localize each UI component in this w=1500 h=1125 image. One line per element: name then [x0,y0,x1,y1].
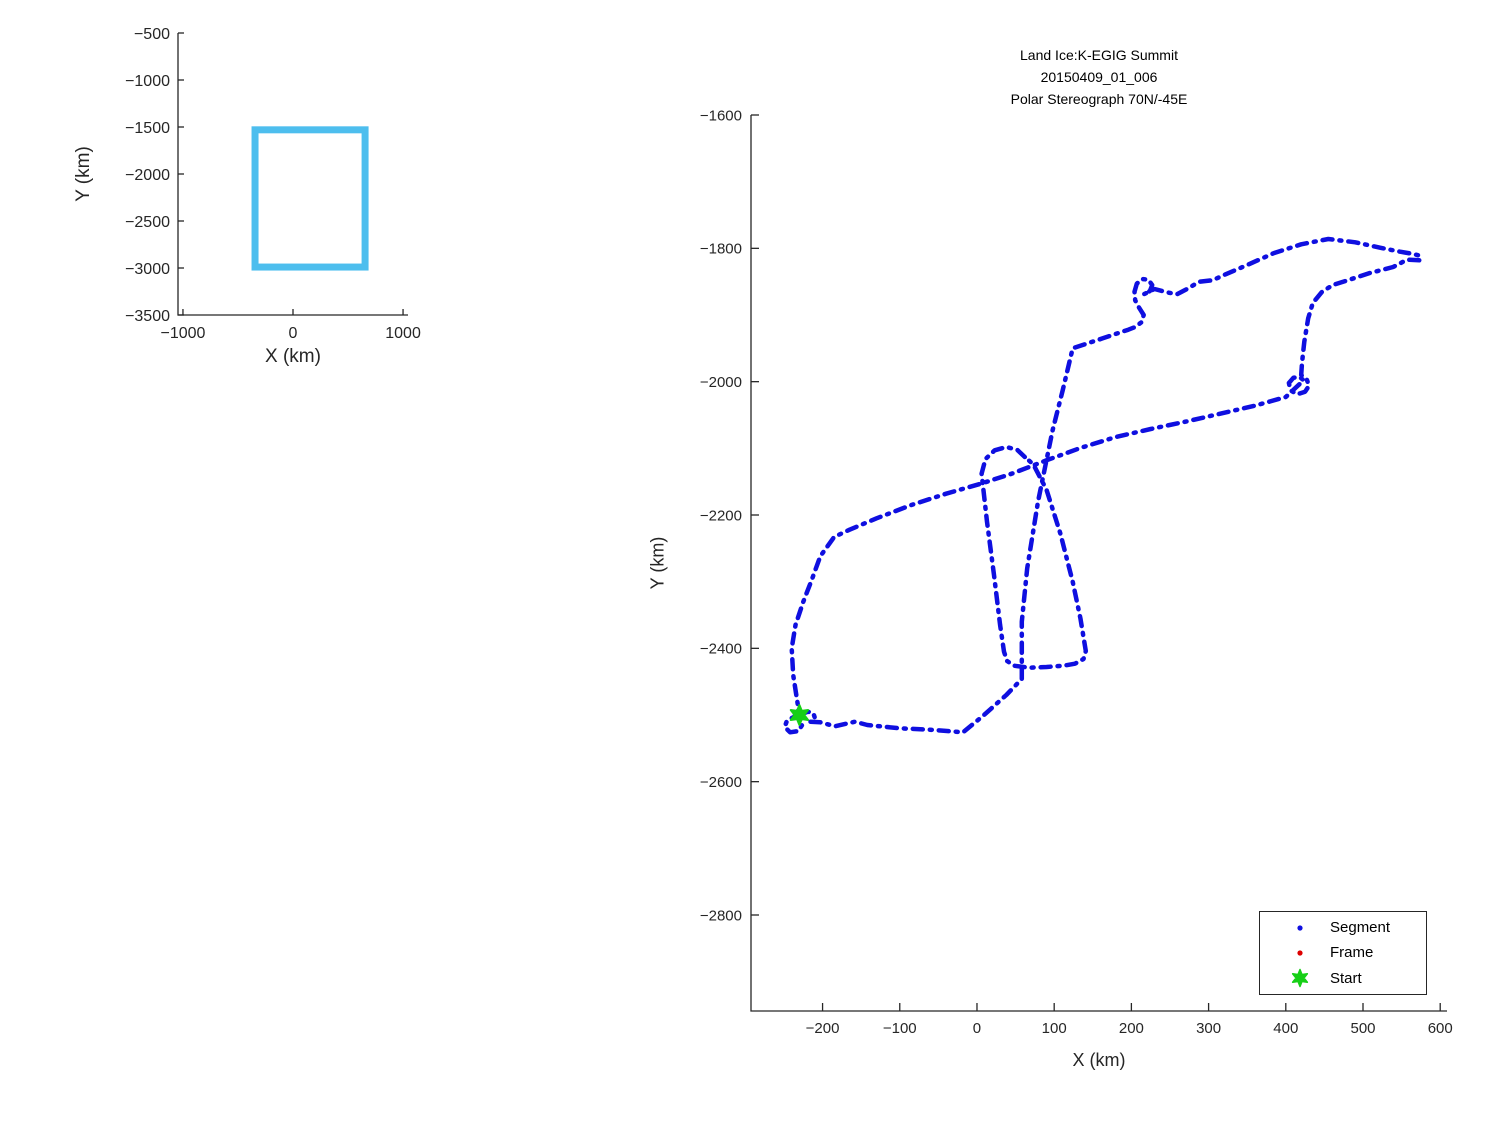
legend-item-start: Start [1260,966,1426,990]
legend-label-start: Start [1330,969,1362,987]
x-tick-label: −100 [883,1020,917,1037]
y-tick-label: −1000 [125,73,170,90]
y-tick-label: −2400 [700,641,742,658]
x-tick-label: 0 [973,1020,981,1037]
y-tick-label: −2500 [125,214,170,231]
title-line-1: Land Ice:K-EGIG Summit [1020,47,1178,63]
y-tick-label: −1500 [125,120,170,137]
star-glyph [1291,969,1309,988]
y-tick-label: −1600 [700,107,742,124]
trajectory-x-axis-label: X (km) [1072,1050,1126,1070]
legend-label-frame: Frame [1330,944,1374,962]
frame-dot-icon [1290,943,1310,963]
y-tick-label: −2600 [700,774,742,791]
x-tick-label: 100 [1042,1020,1067,1037]
segment-dot-icon [1290,918,1310,938]
x-tick-label: −1000 [160,325,205,342]
y-tick-label: −2200 [700,507,742,524]
title-line-2: 20150409_01_006 [1040,69,1158,85]
title-line-3: Polar Stereograph 70N/-45E [1010,91,1188,107]
trajectory-y-axis-label: Y (km) [647,536,668,590]
legend-item-frame: Frame [1260,941,1426,965]
x-tick-label: −200 [806,1020,840,1037]
trajectory-axes [750,115,1447,1012]
hairpin-track [979,444,1089,670]
plot-title: Land Ice:K-EGIG Summit 20150409_01_006 P… [1011,44,1188,110]
y-tick-label: −500 [134,26,170,43]
x-tick-label: 600 [1428,1020,1453,1037]
y-tick-label: −2000 [125,167,170,184]
y-tick-label: −3500 [125,308,170,325]
x-tick-label: 500 [1350,1020,1375,1037]
legend-item-segment: Segment [1260,916,1426,940]
y-tick-label: −3000 [125,261,170,278]
segment-track [782,236,1423,735]
y-tick-label: −1800 [700,241,742,258]
legend: Segment Frame Start [1259,911,1427,995]
start-point [789,704,810,726]
coverage-box [251,126,369,271]
dot-glyph [1297,925,1303,931]
overview-x-axis-label: X (km) [265,346,321,367]
y-tick-label: −2800 [700,907,742,924]
start-star-icon [1290,968,1310,988]
x-tick-label: 0 [289,325,298,342]
legend-label-segment: Segment [1330,919,1391,937]
x-tick-label: 1000 [385,325,421,342]
dot-glyph [1297,950,1303,956]
x-tick-label: 200 [1119,1020,1144,1037]
x-tick-label: 400 [1273,1020,1298,1037]
y-tick-label: −2000 [700,374,742,391]
x-tick-label: 300 [1196,1020,1221,1037]
